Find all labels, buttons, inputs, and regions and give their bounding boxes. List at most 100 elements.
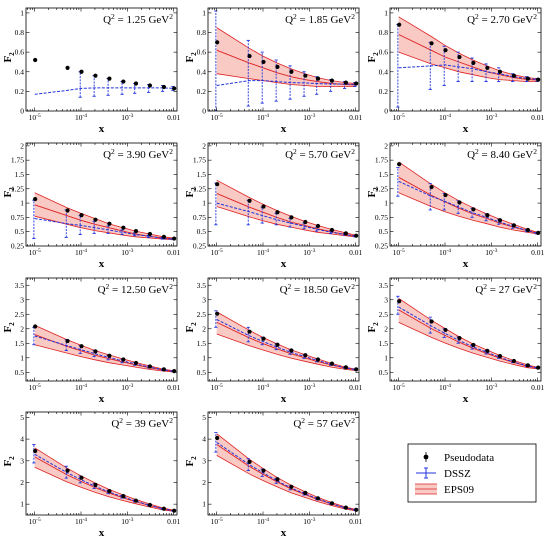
x-tick-label: 10-3 (121, 517, 133, 526)
x-tick-label: 10-4 (75, 383, 87, 392)
q2-label-value: = 1.85 GeV (297, 14, 352, 26)
x-tick-exp: -5 (218, 113, 223, 119)
q2-label-exp: 2 (533, 282, 537, 291)
x-tick-label: 10-4 (75, 248, 87, 257)
eps09-hi-line (216, 311, 356, 370)
eps09-band (398, 298, 538, 369)
pseudodata-point (161, 367, 166, 372)
dssz-line (34, 87, 174, 95)
y-tick-label: 0.2 (15, 87, 25, 96)
x-tick-exp: -4 (82, 113, 87, 119)
eps09-mid-line (398, 34, 538, 81)
panel-frame (389, 7, 542, 112)
eps09-lo-line (34, 215, 174, 241)
x-tick-exp: -3 (311, 113, 316, 119)
y-tick-label: 0 (202, 107, 206, 116)
y-axis-label-sub: 2 (8, 322, 16, 326)
x-tick-base: 10 (393, 383, 401, 392)
pseudodata-point (93, 349, 98, 354)
pseudodata-point (497, 353, 503, 359)
eps09-lo-line (398, 51, 538, 82)
x-tick-label: 10-5 (211, 383, 223, 392)
x-tick-base: 10 (439, 383, 447, 392)
y-tick-label: 0.5 (15, 368, 25, 377)
pseudodata-point (511, 73, 517, 78)
panel-content (214, 432, 359, 512)
panel-frame (25, 277, 178, 382)
y-axis-label-main: F (184, 460, 196, 467)
y-tick-label: 2.5 (197, 310, 207, 319)
q2-label-exp: 2 (351, 416, 355, 425)
pseudodata-point (315, 496, 321, 501)
x-tick-label: 10-4 (439, 248, 451, 257)
pseudodata-point (429, 184, 434, 190)
eps09-band (216, 433, 356, 511)
x-tick-label: 10-5 (29, 248, 41, 257)
pseudodata-point (343, 365, 348, 370)
legend-label: Pseudodata (444, 452, 494, 464)
y-tick-label: 1 (20, 500, 24, 509)
q2-label-value: = 3.90 GeV (115, 149, 170, 161)
pseudodata-point (133, 498, 139, 503)
x-tick-label: 10-3 (121, 113, 133, 122)
y-tick-label: 0.25 (193, 242, 206, 251)
eps09-hi-line (216, 179, 356, 236)
pseudodata-point (215, 40, 220, 45)
pseudodata-point (354, 233, 359, 238)
pseudodata-point (315, 76, 321, 81)
x-axis-label: x (463, 393, 469, 405)
panel-content (32, 192, 177, 241)
y-axis-label: F2 (184, 187, 198, 198)
y-axis-label: F2 (2, 52, 16, 63)
pseudodata-point (261, 204, 266, 209)
pseudodata-point (397, 299, 402, 304)
x-tick-label: 0.01 (349, 383, 362, 392)
legend-label: DSSZ (444, 468, 471, 480)
q2-label-exp: 2 (293, 147, 297, 156)
pseudodata-point (471, 207, 476, 212)
y-tick-label: 0.6 (379, 48, 389, 57)
x-tick-base: 10 (485, 113, 493, 122)
pseudodata-point (457, 200, 462, 205)
x-tick-label: 10-5 (211, 248, 223, 257)
x-tick-exp: -4 (264, 113, 269, 119)
y-tick-label: 2 (202, 478, 206, 487)
y-tick-label: 1.5 (197, 170, 207, 179)
y-tick-label: 2 (20, 324, 24, 333)
x-tick-label: 10-4 (257, 383, 269, 392)
pseudodata-point (121, 79, 126, 84)
y-tick-label: 5 (20, 413, 24, 422)
pseudodata-point (497, 218, 503, 223)
x-tick-label: 0.01 (531, 383, 544, 392)
pseudodata-point (485, 65, 490, 70)
y-tick-label: 1 (384, 353, 388, 362)
q2-label: Q2 = 8.40 GeV2 (467, 147, 537, 161)
x-tick-label: 10-3 (303, 113, 315, 122)
eps09-band (398, 161, 538, 234)
y-tick-label: 0.6 (197, 48, 207, 57)
pseudodata-point (329, 361, 335, 366)
eps09-lo-line (216, 73, 356, 87)
y-tick-label: 1.5 (15, 170, 25, 179)
y-tick-label: 0.2 (197, 87, 207, 96)
x-tick-label: 0.01 (167, 113, 180, 122)
dssz-line (398, 180, 538, 234)
eps09-hi-line (398, 297, 538, 368)
q2-label-q: Q (103, 14, 111, 26)
x-tick-base: 10 (393, 248, 401, 257)
q2-label: Q2 = 12.50 GeV2 (98, 282, 174, 296)
pseudodata-point (247, 198, 252, 203)
x-tick-exp: -5 (400, 113, 405, 119)
panel-frame (207, 142, 360, 247)
q2-label-exp: 2 (351, 282, 355, 291)
pseudodata-point (429, 319, 434, 324)
y-tick-label: 0.8 (197, 28, 207, 37)
x-axis-label: x (281, 123, 287, 135)
y-tick-label: 3 (384, 295, 388, 304)
pseudodata-point (471, 60, 476, 66)
y-tick-label: 3 (202, 295, 206, 304)
pseudodata-point (443, 327, 448, 333)
pseudodata-point (215, 435, 220, 441)
eps09-lo-line (216, 206, 356, 238)
